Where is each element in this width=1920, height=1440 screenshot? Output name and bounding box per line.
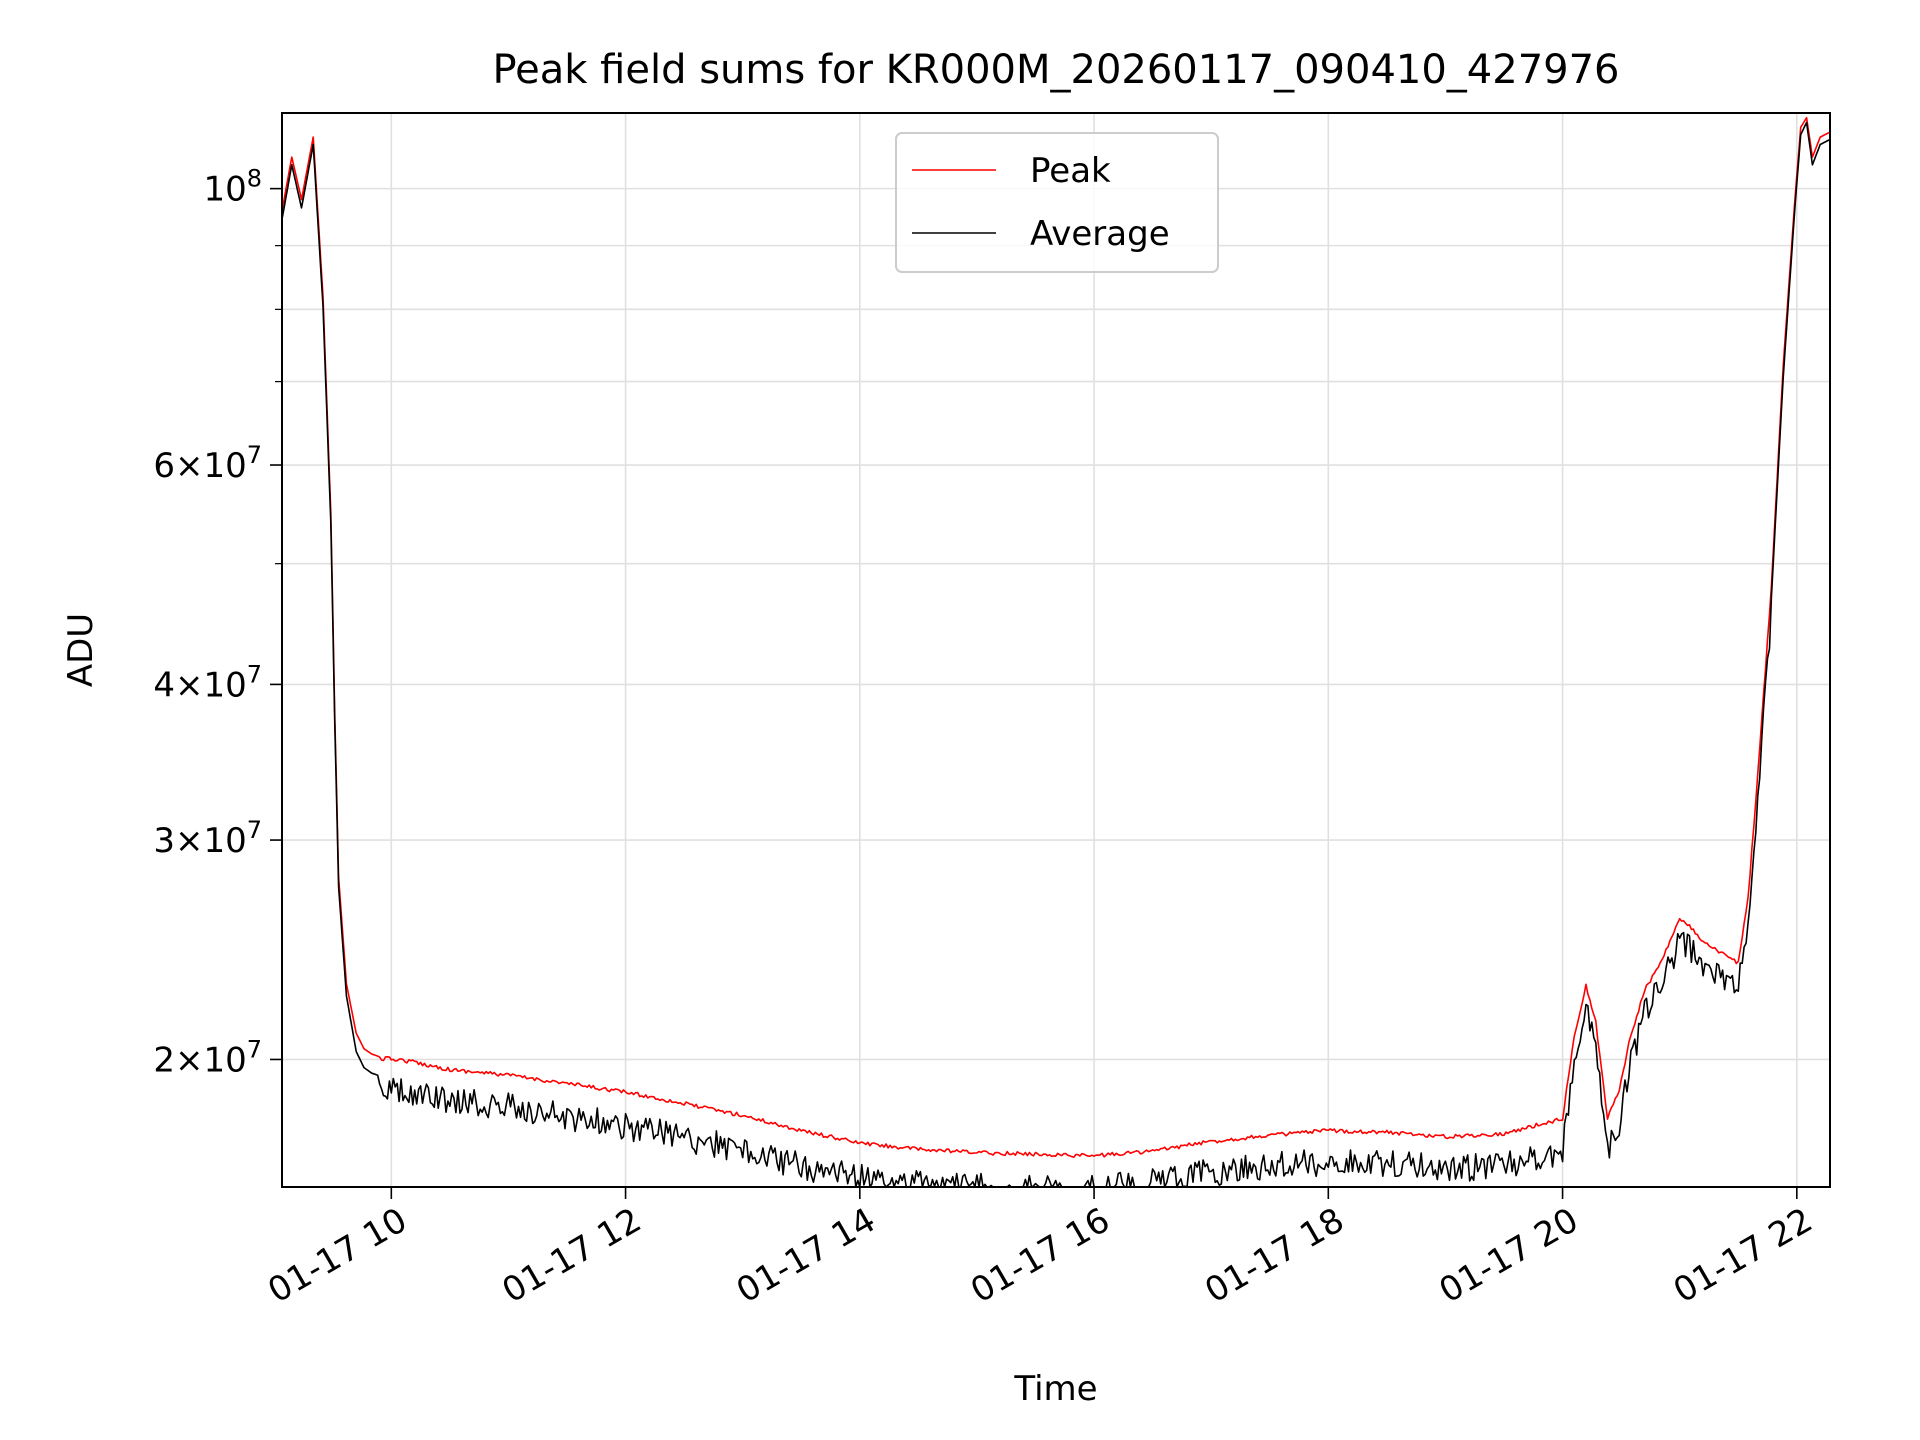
chart-title: Peak field sums for KR000M_20260117_0904… (492, 47, 1619, 93)
x-axis-label: Time (1013, 1369, 1097, 1409)
y-tick-label-30000000: 3×107 (153, 816, 262, 861)
legend: Peak Average (895, 132, 1219, 273)
y-axis-label: ADU (61, 613, 101, 687)
y-tick-label-40000000: 4×107 (153, 660, 262, 705)
y-tick-label-60000000: 6×107 (153, 441, 262, 486)
legend-box (895, 132, 1219, 273)
legend-label-average: Average (1030, 214, 1170, 254)
y-tick-label-20000000: 2×107 (153, 1035, 262, 1080)
legend-label-peak: Peak (1030, 151, 1111, 191)
plot-frame (281, 112, 1831, 1188)
series-line-peak (281, 116, 1831, 1158)
